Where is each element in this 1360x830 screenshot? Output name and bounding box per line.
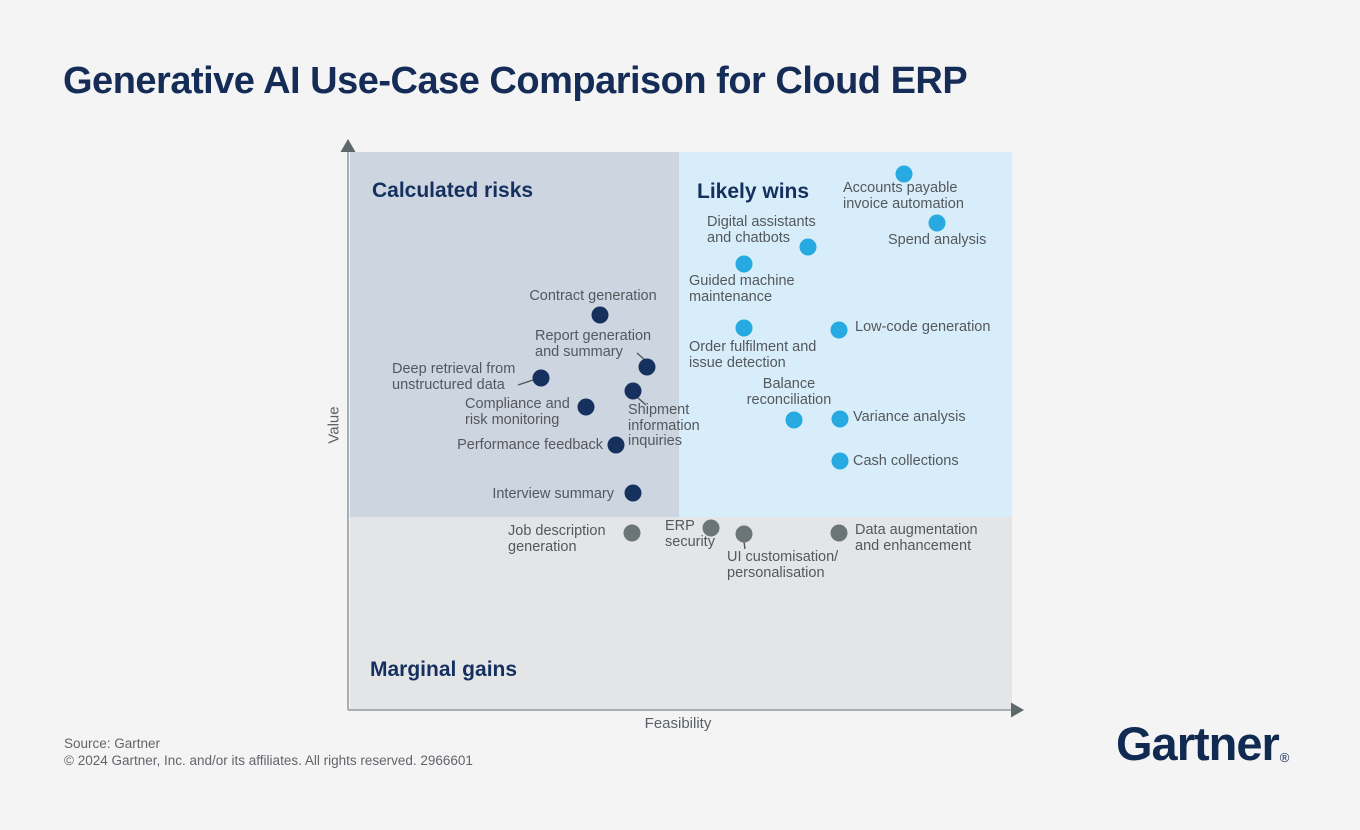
data-point-contract-generation (591, 306, 609, 324)
x-axis-label: Feasibility (644, 715, 712, 732)
data-point-job-description-generation (623, 524, 641, 542)
point-label-spend-analysis: Spend analysis (888, 232, 987, 248)
page-title: Generative AI Use-Case Comparison for Cl… (63, 60, 968, 102)
point-label-job-description-generation: Job description generation (508, 523, 606, 555)
data-point-shipment-information-inquiries (624, 382, 642, 400)
footer: Source: Gartner © 2024 Gartner, Inc. and… (64, 736, 473, 769)
data-point-deep-retrieval-from-unstructured-data (532, 369, 550, 387)
point-label-ui-customisation-personalisation: UI customisation/personalisation (727, 549, 839, 581)
data-point-compliance-and-risk-monitoring (577, 398, 595, 416)
quadrant-title-likely-wins: Likely wins (697, 180, 810, 203)
data-point-cash-collections (831, 452, 849, 470)
data-point-balance-reconciliation (785, 411, 803, 429)
data-point-order-fulfilment-and-issue-detection (735, 319, 753, 337)
data-point-data-augmentation-and-enhancement (830, 524, 848, 542)
gartner-logo: Gartner® (1116, 716, 1290, 771)
point-label-report-generation-and-summary: Report generation and summary (535, 328, 652, 360)
quadrant-title-calculated-risks: Calculated risks (372, 179, 534, 202)
source-line: Source: Gartner (64, 736, 161, 751)
quadrant-marginal-gains (350, 517, 1012, 709)
point-label-digital-assistants-and-chatbots: Digital assistants and chatbots (707, 214, 816, 246)
point-label-guided-machine-maintenance: Guided machine maintenance (689, 273, 795, 305)
data-point-variance-analysis (831, 410, 849, 428)
point-label-balance-reconciliation: Balance reconciliation (746, 376, 832, 408)
data-point-spend-analysis (928, 214, 946, 232)
data-point-performance-feedback (607, 436, 625, 454)
point-label-data-augmentation-and-enhancement: Data augmentation and enhancement (855, 522, 978, 554)
data-point-digital-assistants-and-chatbots (799, 238, 817, 256)
data-point-ui-customisation-personalisation (735, 525, 753, 543)
point-label-deep-retrieval-from-unstructured-data: Deep retrieval from unstructured data (392, 361, 516, 393)
point-label-erp-security: ERP security (665, 518, 715, 550)
point-label-accounts-payable-invoice-automation: Accounts payable invoice automation (843, 180, 964, 212)
point-label-interview-summary: Interview summary (492, 486, 614, 502)
data-point-guided-machine-maintenance (735, 255, 753, 273)
point-label-performance-feedback: Performance feedback (457, 437, 603, 453)
copyright-line: © 2024 Gartner, Inc. and/or its affiliat… (64, 752, 473, 768)
point-label-variance-analysis: Variance analysis (853, 409, 966, 425)
point-label-contract-generation: Contract generation (529, 288, 657, 304)
data-point-accounts-payable-invoice-automation (895, 165, 913, 183)
data-point-erp-security (702, 519, 720, 537)
data-point-low-code-generation (830, 321, 848, 339)
data-point-report-generation-and-summary (638, 358, 656, 376)
gartner-logo-text: Gartner (1116, 717, 1280, 770)
point-label-shipment-information-inquiries: Shipment information inquiries (628, 402, 700, 450)
point-label-cash-collections: Cash collections (853, 453, 959, 469)
point-label-low-code-generation: Low-code generation (855, 319, 991, 335)
quadrant-title-marginal-gains: Marginal gains (370, 658, 518, 681)
point-label-compliance-and-risk-monitoring: Compliance and risk monitoring (465, 396, 570, 428)
quadrant-calculated-risks (350, 152, 679, 517)
point-label-order-fulfilment-and-issue-detection: Order fulfilment and issue detection (689, 339, 817, 371)
data-point-interview-summary (624, 484, 642, 502)
registered-mark-icon: ® (1279, 750, 1290, 765)
